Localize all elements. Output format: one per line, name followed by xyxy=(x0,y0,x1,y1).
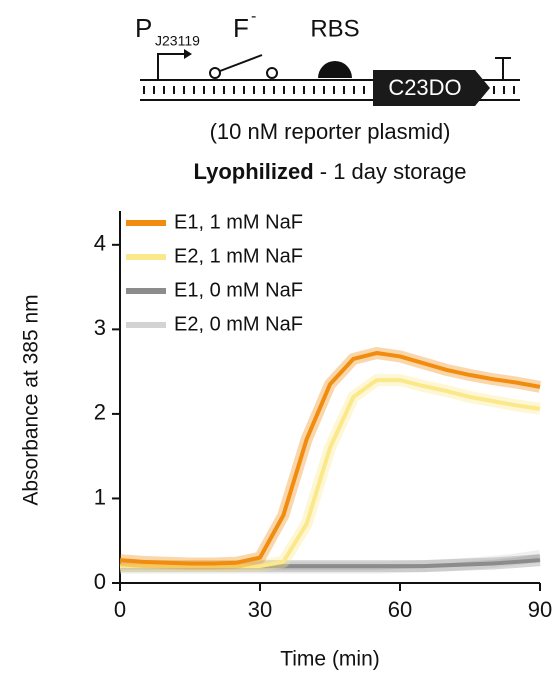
x-tick-label: 30 xyxy=(248,597,272,622)
y-tick-label: 1 xyxy=(94,484,106,509)
legend-label: E2, 0 mM NaF xyxy=(174,313,303,335)
x-tick-label: 60 xyxy=(388,597,412,622)
x-tick-label: 0 xyxy=(114,597,126,622)
promoter-subscript: J23119 xyxy=(155,33,200,49)
y-axis-title: Absorbance at 385 nm xyxy=(20,294,43,505)
x-tick-label: 90 xyxy=(528,597,552,622)
chart-title: Lyophilized - 1 day storage xyxy=(193,159,466,184)
title-bold: Lyophilized xyxy=(193,159,313,184)
genetic-construct: P J23119 F - RBS C23DO (10 nM reporter p… xyxy=(135,8,520,144)
switch-node xyxy=(209,67,221,79)
plot: 0 1 2 3 4 0 30 60 90 E1, 1 mM NaF E2, 1 mM NaF E1, … xyxy=(94,211,552,622)
y-tick-label: 4 xyxy=(94,231,106,256)
gene-label: C23DO xyxy=(388,75,461,100)
switch-node xyxy=(266,67,278,79)
terminator xyxy=(495,57,511,80)
ion-superscript: - xyxy=(251,8,256,25)
rbs-shape xyxy=(318,61,352,78)
promoter-label: P xyxy=(135,13,152,43)
note: (10 nM reporter plasmid) xyxy=(210,119,451,144)
series-line xyxy=(120,378,541,569)
legend-label: E1, 0 mM NaF xyxy=(174,279,303,301)
gene-arrow xyxy=(373,70,490,106)
switch-lever xyxy=(219,54,263,72)
y-tick-label: 3 xyxy=(94,315,106,340)
y-tick-label: 0 xyxy=(94,569,106,594)
rbs-label: RBS xyxy=(310,15,359,42)
x-axis-title: Time (min) xyxy=(280,648,380,671)
promoter-arrow xyxy=(157,53,184,80)
series-band xyxy=(120,374,541,573)
y-tick-label: 2 xyxy=(94,400,106,425)
legend-label: E2, 1 mM NaF xyxy=(174,245,303,267)
promoter-arrowhead xyxy=(184,49,192,59)
ion-label: F xyxy=(233,13,249,43)
title-rest: - 1 day storage xyxy=(314,159,467,184)
legend-label: E1, 1 mM NaF xyxy=(174,211,303,233)
series-line xyxy=(119,351,541,566)
